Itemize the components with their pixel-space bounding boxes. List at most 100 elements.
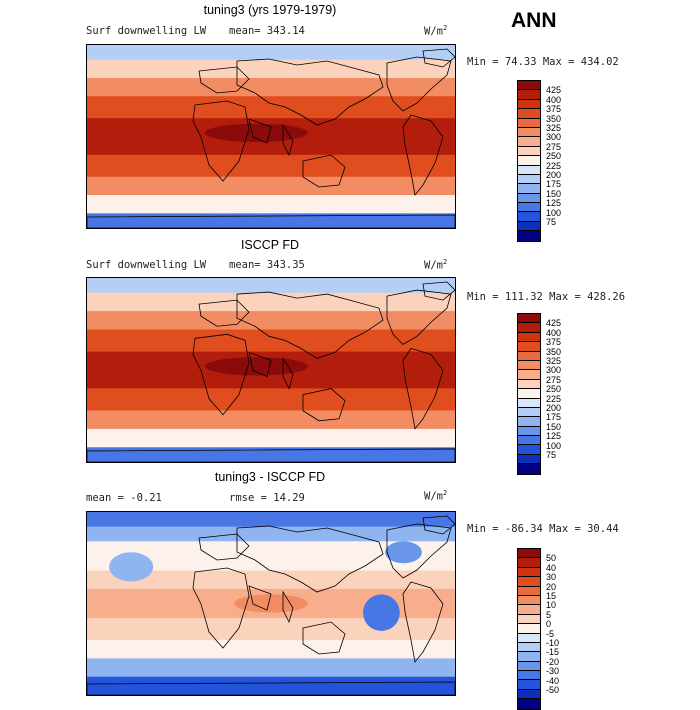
colorbar-level-label: 300 <box>546 132 562 143</box>
colorbar-level-label: 350 <box>546 113 562 124</box>
colorbar-swatch <box>518 370 540 380</box>
map-model <box>86 44 456 229</box>
colorbar-level-label: 10 <box>546 600 557 611</box>
colorbar-level-label: 325 <box>546 123 562 133</box>
colorbar-level-label: 75 <box>546 450 557 460</box>
colorbar-swatch <box>518 454 540 465</box>
colorbar-swatch <box>518 174 540 185</box>
colorbar-swatch <box>518 90 540 100</box>
map-diff <box>86 511 456 696</box>
colorbar-level-label: 275 <box>546 141 562 152</box>
colorbar-level-label: -15 <box>546 647 560 658</box>
field-band <box>87 195 455 214</box>
colorbar-swatch <box>518 680 540 690</box>
colorbar-obs <box>517 313 541 475</box>
colorbar-swatch <box>518 558 540 568</box>
field-band <box>87 96 455 119</box>
colorbar-level-label: 250 <box>546 384 562 395</box>
field-band <box>87 45 455 61</box>
colorbar-swatch <box>518 146 540 157</box>
minmax-label: Min = 111.32 Max = 428.26 <box>467 291 626 303</box>
coastline <box>192 567 250 649</box>
field-band <box>87 658 455 678</box>
field-band <box>87 618 455 641</box>
field-anomaly <box>109 552 154 582</box>
units-label: W/m2 <box>424 24 448 38</box>
colorbar-level-label: 15 <box>546 591 557 601</box>
colorbar-level-label: -40 <box>546 675 560 686</box>
colorbar-level-label: 30 <box>546 572 557 583</box>
colorbar-level-label: 100 <box>546 440 562 451</box>
colorbar-swatch <box>518 212 540 222</box>
colorbar-swatch <box>518 417 540 427</box>
colorbar-level-label: 40 <box>546 562 557 573</box>
field-anomaly <box>234 594 308 613</box>
minmax-label: Min = -86.34 Max = 30.44 <box>467 523 619 535</box>
coastline <box>422 281 455 301</box>
colorbar-level-label: 125 <box>546 431 562 442</box>
colorbar-level-label: 225 <box>546 393 562 404</box>
colorbar-swatch <box>518 137 540 147</box>
mean-label: mean= 343.35 <box>229 259 305 271</box>
colorbar-swatch <box>518 342 540 352</box>
colorbar-level-label: 325 <box>546 356 562 366</box>
colorbar-swatch <box>518 193 540 204</box>
coastline <box>87 214 455 228</box>
colorbar-swatch <box>518 614 540 625</box>
colorbar-swatch <box>518 624 540 634</box>
colorbar-swatch <box>518 699 540 709</box>
units-label: W/m2 <box>424 258 448 272</box>
colorbar-level-label: 275 <box>546 374 562 385</box>
colorbar-level-label: 400 <box>546 327 562 338</box>
colorbar-level-label: 400 <box>546 94 562 105</box>
field-band <box>87 59 455 79</box>
colorbar-level-label: 250 <box>546 151 562 162</box>
colorbar-swatch <box>518 605 540 615</box>
colorbar-swatch <box>518 389 540 399</box>
field-band <box>87 329 455 353</box>
coastline <box>248 118 272 144</box>
colorbar-swatch <box>518 586 540 596</box>
coastline <box>386 523 452 579</box>
colorbar-level-label: -20 <box>546 656 560 667</box>
coastline <box>402 114 444 196</box>
coastline <box>282 123 294 157</box>
coastline <box>422 48 455 68</box>
colorbar-swatch <box>518 332 540 343</box>
coastline <box>236 58 384 126</box>
colorbar-swatch <box>518 595 540 606</box>
colorbar-level-label: 175 <box>546 412 562 423</box>
colorbar-level-label: 350 <box>546 346 562 357</box>
map-diff-field <box>87 512 455 695</box>
colorbar-swatch <box>518 407 540 418</box>
field-anomaly <box>385 541 422 564</box>
colorbar-level-label: 100 <box>546 207 562 218</box>
colorbar-swatch <box>518 671 540 681</box>
field-band <box>87 311 455 331</box>
coastline <box>248 351 272 378</box>
colorbar-swatch <box>518 398 540 408</box>
colorbar-swatch <box>518 464 540 474</box>
field-anomaly <box>363 594 400 631</box>
field-band <box>87 213 455 228</box>
variable-label: Surf downwelling LW <box>86 25 207 37</box>
coastline <box>386 56 452 112</box>
coastline <box>402 581 444 663</box>
colorbar-swatch <box>518 652 540 662</box>
coastline <box>198 299 250 327</box>
colorbar-level-label: 375 <box>546 104 562 115</box>
colorbar-swatch <box>518 445 540 455</box>
coastline <box>236 291 384 359</box>
colorbar-model <box>517 80 541 242</box>
field-band <box>87 410 455 430</box>
colorbar-swatch <box>518 689 540 700</box>
field-band <box>87 676 455 695</box>
coastline <box>248 585 272 611</box>
coastline <box>198 66 250 94</box>
colorbar-swatch <box>518 323 540 333</box>
colorbar-swatch <box>518 436 540 446</box>
colorbar-swatch <box>518 156 540 166</box>
field-band <box>87 176 455 196</box>
colorbar-swatch <box>518 661 540 672</box>
colorbar-level-label: 125 <box>546 198 562 209</box>
